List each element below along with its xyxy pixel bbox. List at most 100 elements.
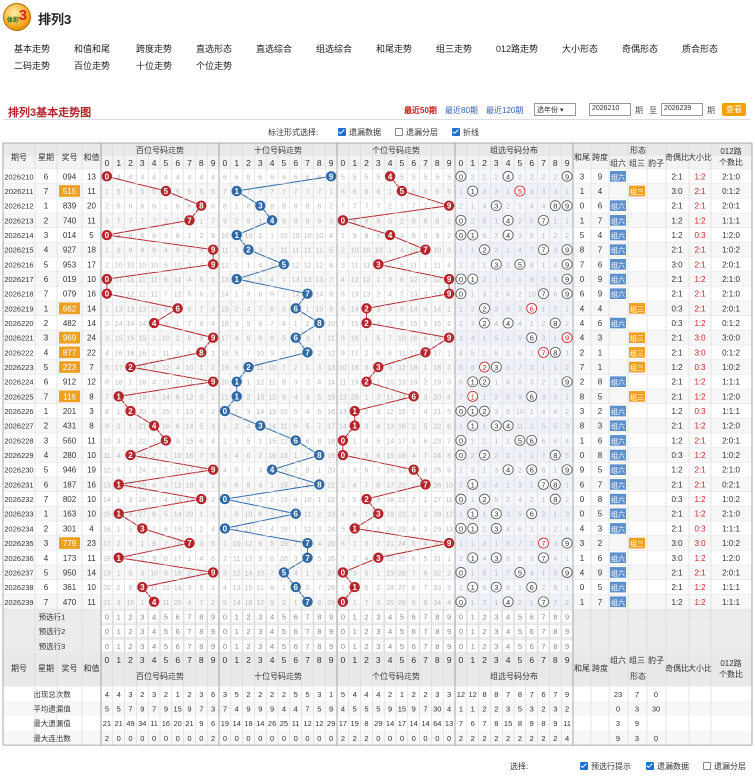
miss-value: 3 xyxy=(199,541,203,548)
road-ratio: 1:1:1 xyxy=(722,583,740,592)
miss-value: 2 xyxy=(412,497,416,504)
miss-value: 20 xyxy=(433,394,441,401)
draw-ball-digit: 7 xyxy=(423,348,428,357)
stats-value: 30 xyxy=(433,704,441,713)
head-digit: 3 xyxy=(258,655,263,665)
draw-ball xyxy=(231,391,242,402)
nav-item-0-4[interactable]: 直选综合 xyxy=(256,44,293,54)
miss-value: 2 xyxy=(164,468,168,475)
miss-value: 4 xyxy=(506,380,510,387)
predict-row[interactable]: 预选行1 0 1 2 3 4 5 6 7 8 9 0 1 2 3 4 5 6 7 8 9 0 1 2 3 4 5 6 7 8 9 0 1 2 3 4 5… xyxy=(3,609,752,624)
head-digit: 8 xyxy=(199,158,204,168)
draw-ball xyxy=(290,332,301,343)
nav-item-1-1[interactable]: 百位走势 xyxy=(74,61,111,71)
road-ratio: 1:1:1 xyxy=(722,216,740,225)
predict-row[interactable]: 预选行3 0 1 2 3 4 5 6 7 8 9 0 1 2 3 4 5 6 7 8 9 0 1 2 3 4 5 6 7 8 9 0 1 2 3 4 5… xyxy=(3,638,752,654)
predict-digit: 7 xyxy=(187,612,191,621)
big-small-ratio: 1:2 xyxy=(694,583,706,592)
draw-ball xyxy=(302,552,313,563)
nav-item-0-5[interactable]: 组选综合 xyxy=(316,44,353,54)
checkbox-1[interactable] xyxy=(646,762,654,770)
head-digit: 5 xyxy=(282,655,287,665)
miss-value: 10 xyxy=(339,365,347,372)
miss-value: 8 xyxy=(506,585,510,592)
sum-value: 16 xyxy=(87,290,96,299)
miss-value: 5 xyxy=(412,174,416,181)
miss-value: 5 xyxy=(211,453,215,460)
road-ratio: 1:0:2 xyxy=(722,451,740,460)
to-period-input[interactable]: 2026239 xyxy=(661,103,703,116)
nav-item-0-6[interactable]: 和尾走势 xyxy=(376,44,413,54)
stats-form-value: 30 xyxy=(652,704,660,713)
miss-value: 2 xyxy=(518,600,522,607)
miss-value: 5 xyxy=(223,600,227,607)
miss-value: 14 xyxy=(398,394,406,401)
miss-value: 7 xyxy=(164,292,168,299)
period-120[interactable]: 最近120期 xyxy=(486,106,524,115)
checkbox-0[interactable] xyxy=(338,128,346,136)
stats-value: 8 xyxy=(541,719,545,728)
checkbox-0[interactable] xyxy=(580,762,588,770)
period-80[interactable]: 最近80期 xyxy=(445,106,478,115)
miss-value: 6 xyxy=(294,174,298,181)
stats-value: 0 xyxy=(282,734,286,743)
draw-ball-digit: 3 xyxy=(376,554,381,563)
miss-value: 2 xyxy=(459,321,463,328)
miss-value: 11 xyxy=(268,380,275,387)
nav-item-0-8[interactable]: 012路走势 xyxy=(496,44,539,54)
from-period-input[interactable]: 2026210 xyxy=(589,103,631,116)
head-digit: 4 xyxy=(388,655,393,665)
miss-value: 3 xyxy=(176,350,180,357)
miss-value: 17 xyxy=(280,512,288,519)
nav-item-0-2[interactable]: 跨度走势 xyxy=(136,44,173,54)
stats-value: 0 xyxy=(258,734,262,743)
predict-row[interactable]: 预选行2 0 1 2 3 4 5 6 7 8 9 0 1 2 3 4 5 6 7 8 9 0 1 2 3 4 5 6 7 8 9 0 1 2 3 4 5… xyxy=(3,623,752,639)
nav-item-1-0[interactable]: 二码走势 xyxy=(14,61,51,71)
stats-value: 4 xyxy=(282,704,286,713)
weekday: 1 xyxy=(44,304,49,313)
odd-even-ratio: 2:1 xyxy=(671,246,683,255)
checkbox-2[interactable] xyxy=(452,128,460,136)
nav-item-0-11[interactable]: 质合形态 xyxy=(682,44,719,54)
miss-value: 10 xyxy=(138,262,146,269)
nav-item-1-3[interactable]: 个位走势 xyxy=(196,61,233,71)
miss-value: 11 xyxy=(304,512,311,519)
road-ratio: 1:2:0 xyxy=(722,422,740,431)
checkbox-1[interactable] xyxy=(395,128,403,136)
query-button[interactable]: 查看 xyxy=(722,103,746,116)
miss-value: 1 xyxy=(518,453,522,460)
draw-number: 662 xyxy=(63,304,77,313)
miss-value: 8 xyxy=(258,541,262,548)
miss-value: 6 xyxy=(530,233,534,240)
miss-value: 21 xyxy=(221,394,229,401)
app-header: 体彩 3 排列3 xyxy=(0,0,755,36)
miss-value: 8 xyxy=(400,306,404,313)
head-digit: 8 xyxy=(553,655,558,665)
draw-ball xyxy=(384,171,396,182)
miss-value: 23 xyxy=(433,438,441,445)
table-row: 2026210 6 094 13 4 4 4 4 4 4 4 4 4 6 6 6 6 6 6 6 6 6 5 5 5 5 5 5 5 5 5… xyxy=(3,169,752,184)
draw-ball xyxy=(101,229,113,241)
head-digit: 6 xyxy=(529,655,534,665)
checkbox-2[interactable] xyxy=(703,762,711,770)
draw-number: 946 xyxy=(63,466,77,475)
group-digit: 3 xyxy=(494,554,498,563)
miss-value: 3 xyxy=(294,556,298,563)
miss-value: 15 xyxy=(103,512,111,519)
nav-item-0-1[interactable]: 和值和尾 xyxy=(74,44,111,54)
miss-value: 6 xyxy=(282,174,286,181)
period-50[interactable]: 最近50期 xyxy=(404,106,437,115)
nav-item-0-10[interactable]: 奇偶形态 xyxy=(622,44,659,54)
nav-item-0-9[interactable]: 大小形态 xyxy=(562,44,599,54)
nav-item-1-2[interactable]: 十位走势 xyxy=(136,61,173,71)
head-digit: 9 xyxy=(211,655,216,665)
period-no: 2026237 xyxy=(4,568,33,577)
miss-value: 4 xyxy=(400,248,404,255)
nav-item-0-7[interactable]: 组三走势 xyxy=(436,44,473,54)
period-no: 2026229 xyxy=(4,451,33,460)
year-select[interactable]: 选年份 ▾ xyxy=(534,103,576,116)
nav-item-0-0[interactable]: 基本走势 xyxy=(14,44,51,54)
group-digit: 5 xyxy=(518,187,522,196)
stats-value: 7 xyxy=(482,719,486,728)
nav-item-0-3[interactable]: 直选形态 xyxy=(196,44,233,54)
